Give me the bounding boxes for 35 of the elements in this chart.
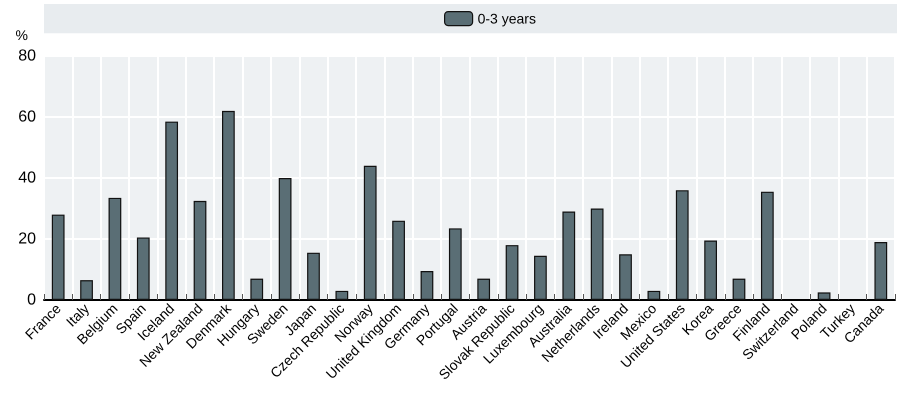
bar	[534, 256, 547, 300]
bar	[278, 178, 292, 300]
bar	[194, 200, 206, 300]
bar	[52, 214, 65, 300]
bar	[732, 278, 746, 300]
bar	[108, 198, 122, 300]
bar	[590, 208, 604, 300]
y-tick-label: 20	[18, 230, 36, 248]
y-tick-label: 40	[18, 170, 36, 186]
bar	[392, 220, 405, 300]
bar	[874, 242, 888, 300]
bar	[818, 292, 830, 300]
y-tick-label: 80	[18, 48, 36, 64]
bar	[477, 278, 490, 300]
bar	[619, 254, 632, 300]
y-axis-title: %	[16, 27, 28, 43]
bar	[760, 192, 774, 300]
bar	[165, 122, 178, 300]
y-tick-label: 60	[18, 108, 36, 126]
bar	[420, 271, 434, 300]
bar	[222, 110, 235, 300]
bar	[676, 190, 689, 300]
bar	[448, 228, 462, 300]
bar	[136, 237, 150, 300]
bar	[648, 290, 660, 300]
bar	[307, 252, 320, 300]
bar	[80, 280, 93, 300]
y-tick-label: 0	[27, 292, 36, 308]
legend-label: 0-3 years	[478, 10, 536, 27]
bar	[364, 166, 377, 300]
bar	[335, 290, 348, 300]
bar	[562, 212, 576, 300]
bar	[704, 240, 717, 300]
bar	[250, 278, 264, 300]
bar	[506, 245, 518, 300]
